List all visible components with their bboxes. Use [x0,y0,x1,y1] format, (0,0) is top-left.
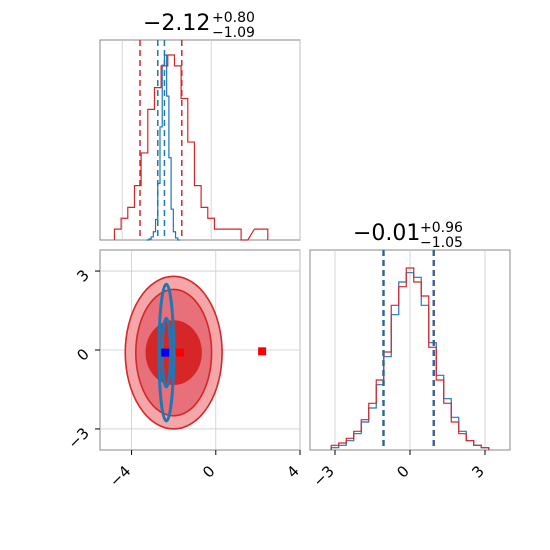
panel-bottom-left-markers [161,347,267,357]
bl-ytick-label: −3 [64,424,92,452]
panel-top-left-frame [99,39,301,241]
bl-marker [161,348,170,357]
br-hist-red [330,267,490,450]
panel-top-left-grid [121,40,301,240]
panel-bottom-right-xticks: −3 0 3 [309,450,488,490]
panel-top-left-title: −2.12 +0.80 −1.09 [143,10,255,41]
tl-title-plus: +0.80 [212,10,255,26]
tl-title-minus: −1.09 [212,25,255,41]
tl-title-value: −2.12 [143,11,210,36]
bl-marker [258,347,267,356]
br-title-minus: −1.05 [420,235,463,251]
bl-xtick-label: −4 [106,462,134,490]
bl-marker [176,348,184,357]
panel-bottom-right-title: −0.01 +0.96 −1.05 [353,220,463,251]
bl-blue-contour-0 [157,282,176,423]
panel-bottom-left-yticks: −3 0 3 [64,266,100,452]
br-xtick-label: −3 [309,462,337,490]
panel-bottom-right-series [330,250,490,450]
bl-ytick-label: 0 [73,345,92,364]
bl-ytick-label: 3 [73,266,92,285]
br-hist-blue [330,272,490,450]
bl-xtick-label: 4 [283,462,302,481]
panel-bottom-right: −3 0 3 −0.01 +0.96 −1.05 [309,220,511,490]
panel-bottom-left-xticks: −4 0 4 [106,450,303,490]
panel-top-left-series [113,40,269,241]
tl-hist-blue [146,54,180,241]
br-title-plus: +0.96 [420,220,463,236]
br-xtick-label: 0 [393,462,412,481]
bl-xtick-label: 0 [199,462,218,481]
br-title-value: −0.01 [353,221,420,246]
panel-top-left: −2.12 +0.80 −1.09 [99,10,301,241]
panel-bottom-left-contours [124,275,223,430]
panel-bottom-right-grid [334,250,486,450]
panel-bottom-left: −4 0 4 −3 0 3 [64,249,303,490]
br-xtick-label: 3 [468,462,487,481]
